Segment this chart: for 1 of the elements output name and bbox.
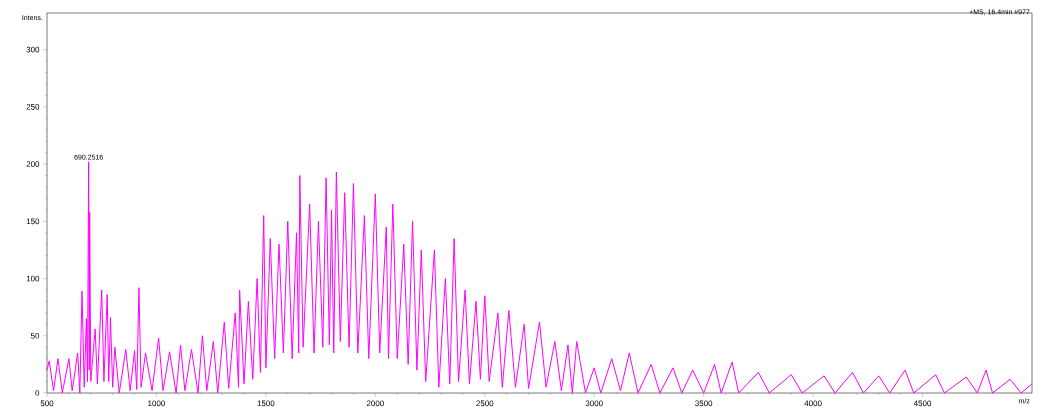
line-series [46, 161, 1033, 394]
